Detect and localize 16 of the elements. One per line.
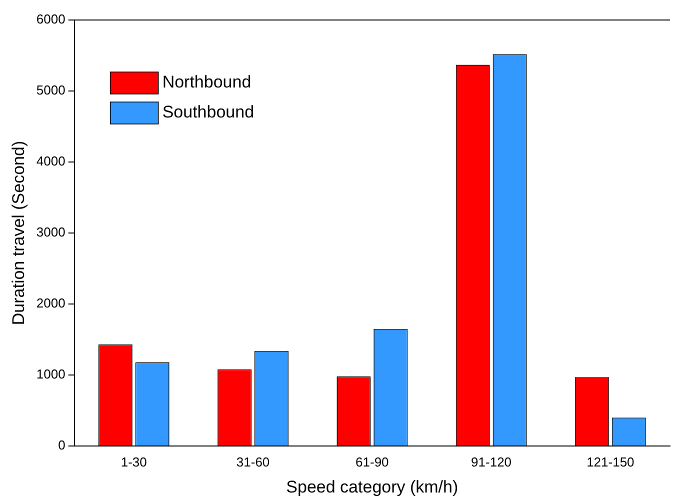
legend-label: Southbound	[162, 102, 254, 122]
x-tick-label: 91-120	[471, 454, 512, 470]
x-tick-label: 121-150	[586, 454, 634, 470]
y-tick-label: 2000	[36, 296, 66, 311]
y-tick-label: 0	[58, 438, 66, 453]
x-tick-label: 1-30	[120, 454, 147, 470]
x-axis-title: Speed category (km/h)	[286, 477, 458, 496]
y-tick-label: 5000	[36, 82, 66, 98]
y-tick-label: 1000	[36, 366, 66, 382]
y-tick-label: 6000	[36, 12, 66, 27]
y-axis-title: Duration travel (Second)	[8, 140, 28, 326]
x-tick-label: 31-60	[236, 454, 270, 470]
y-tick-label: 4000	[36, 154, 66, 169]
x-tick-label: 61-90	[356, 454, 389, 470]
y-tick-label: 3000	[36, 224, 66, 240]
legend-label: Northbound	[162, 72, 252, 92]
